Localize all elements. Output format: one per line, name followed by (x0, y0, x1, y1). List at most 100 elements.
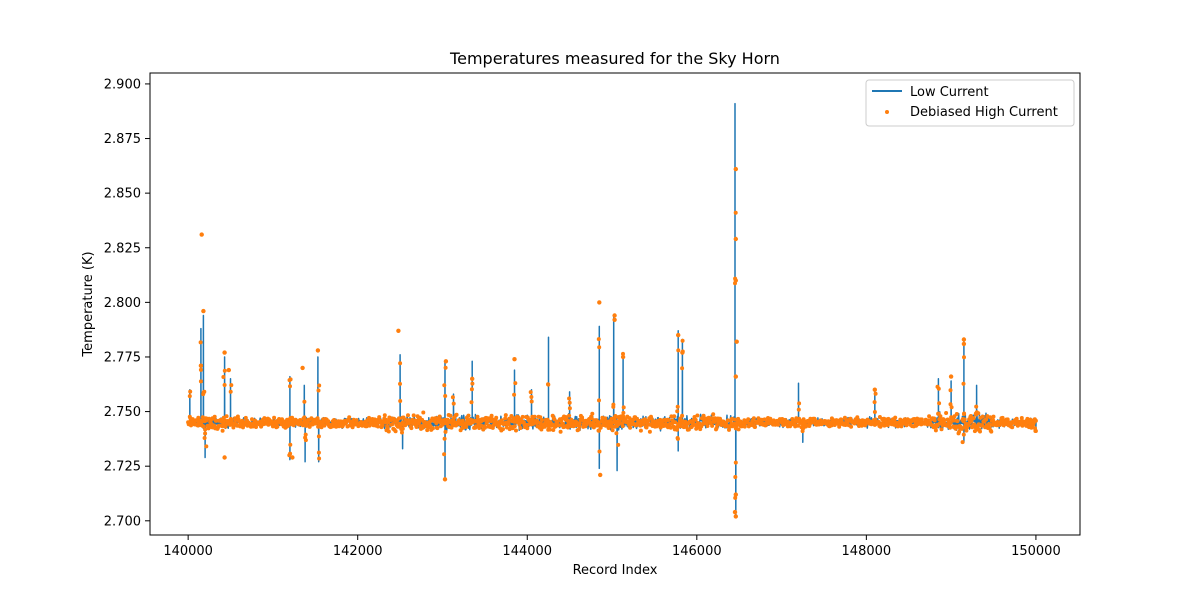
scatter-point (442, 383, 447, 388)
scatter-point-outlier (396, 328, 401, 333)
scatter-point (948, 402, 953, 407)
scatter-point (753, 425, 757, 429)
scatter-point (1019, 416, 1024, 420)
scatter-point (796, 407, 801, 412)
scatter-point (991, 414, 996, 419)
scatter-point (567, 413, 572, 418)
scatter-point (695, 413, 700, 418)
scatter-point (942, 418, 947, 423)
scatter-point (980, 423, 985, 428)
y-tick-label: 2.825 (104, 241, 141, 256)
scatter-point (288, 451, 293, 456)
chart-title: Temperatures measured for the Sky Horn (449, 49, 780, 68)
scatter-point (927, 414, 932, 419)
scatter-point-outlier (598, 472, 603, 478)
scatter-point (398, 361, 403, 366)
scatter-point (596, 337, 601, 342)
scatter-point (673, 420, 678, 425)
scatter-point-outlier (198, 363, 204, 368)
scatter-point (849, 424, 854, 429)
scatter-point (393, 429, 398, 434)
scatter-point (597, 449, 602, 454)
scatter-point (385, 426, 390, 431)
scatter-point (567, 400, 572, 405)
scatter-point (417, 420, 422, 425)
scatter-point (545, 418, 550, 423)
y-tick-label: 2.775 (104, 350, 141, 365)
scatter-point (893, 415, 898, 420)
scatter-point (978, 429, 982, 434)
scatter-point (796, 423, 800, 428)
scatter-point (470, 381, 475, 386)
scatter-point (547, 427, 552, 432)
scatter-point (269, 419, 274, 424)
scatter-point (597, 428, 601, 433)
scatter-point (902, 417, 907, 422)
y-tick-label: 2.850 (104, 187, 141, 202)
scatter-point (452, 415, 457, 420)
scatter-point (959, 426, 964, 431)
scatter-point (944, 411, 949, 415)
scatter-point (936, 386, 941, 391)
scatter-point (964, 428, 969, 433)
scatter-point (243, 415, 248, 420)
scatter-point (597, 345, 602, 350)
scatter-point (839, 417, 844, 422)
scatter-point (610, 424, 614, 429)
scatter-point (955, 419, 960, 424)
scatter-point-outlier (470, 376, 475, 381)
scatter-point (675, 409, 680, 414)
x-tick-label: 146000 (672, 544, 722, 559)
scatter-point (680, 366, 685, 371)
scatter-point (222, 368, 227, 373)
scatter-point (499, 418, 504, 423)
y-tick-label: 2.800 (104, 296, 141, 311)
scatter-point-outlier (290, 455, 295, 460)
scatter-point-outlier (222, 455, 227, 460)
scatter-point (390, 422, 395, 426)
scatter-point (733, 210, 738, 215)
scatter-point-outlier (872, 387, 877, 392)
scatter-point (380, 423, 385, 428)
series-scatter-debiased-high-current (186, 166, 1038, 519)
scatter-point (550, 422, 555, 427)
scatter-point (693, 417, 698, 422)
scatter-point (198, 367, 203, 372)
scatter-point (937, 401, 942, 406)
scatter-point (776, 422, 781, 427)
scatter-point (1005, 417, 1010, 422)
scatter-point (228, 417, 233, 422)
scatter-point (676, 348, 681, 353)
scatter-point (512, 392, 517, 397)
scatter-point-outlier (676, 332, 681, 338)
scatter-point-outlier (733, 278, 738, 283)
scatter-point (442, 436, 447, 441)
legend: Low Current Debiased High Current (865, 79, 1075, 127)
scatter-point (400, 422, 405, 427)
scatter-point (275, 424, 280, 429)
y-axis: 2.700 2.725 2.750 2.775 2.800 2.825 2.850 2.875… (104, 77, 150, 529)
scatter-point (304, 423, 309, 428)
scatter-point (938, 414, 943, 419)
scatter-point-outlier (199, 232, 204, 237)
scatter-point-outlier (620, 354, 626, 360)
scatter-point (376, 424, 380, 429)
scatter-point (638, 428, 643, 433)
scatter-point (398, 399, 403, 403)
scatter-point (644, 425, 649, 430)
scatter-point (551, 428, 556, 432)
y-axis-title: Temperature (K) (81, 251, 96, 357)
scatter-point (409, 426, 414, 431)
scatter-point (610, 428, 615, 433)
scatter-point (316, 450, 321, 455)
scatter-point (733, 460, 738, 465)
scatter-point (686, 427, 691, 432)
scatter-point (528, 390, 533, 395)
scatter-point (939, 427, 944, 432)
scatter-point (812, 417, 817, 422)
scatter-point (443, 429, 448, 434)
scatter-point (397, 416, 401, 421)
scatter-point (962, 355, 966, 360)
scatter-point (501, 427, 505, 432)
plot-frame (149, 72, 1081, 536)
